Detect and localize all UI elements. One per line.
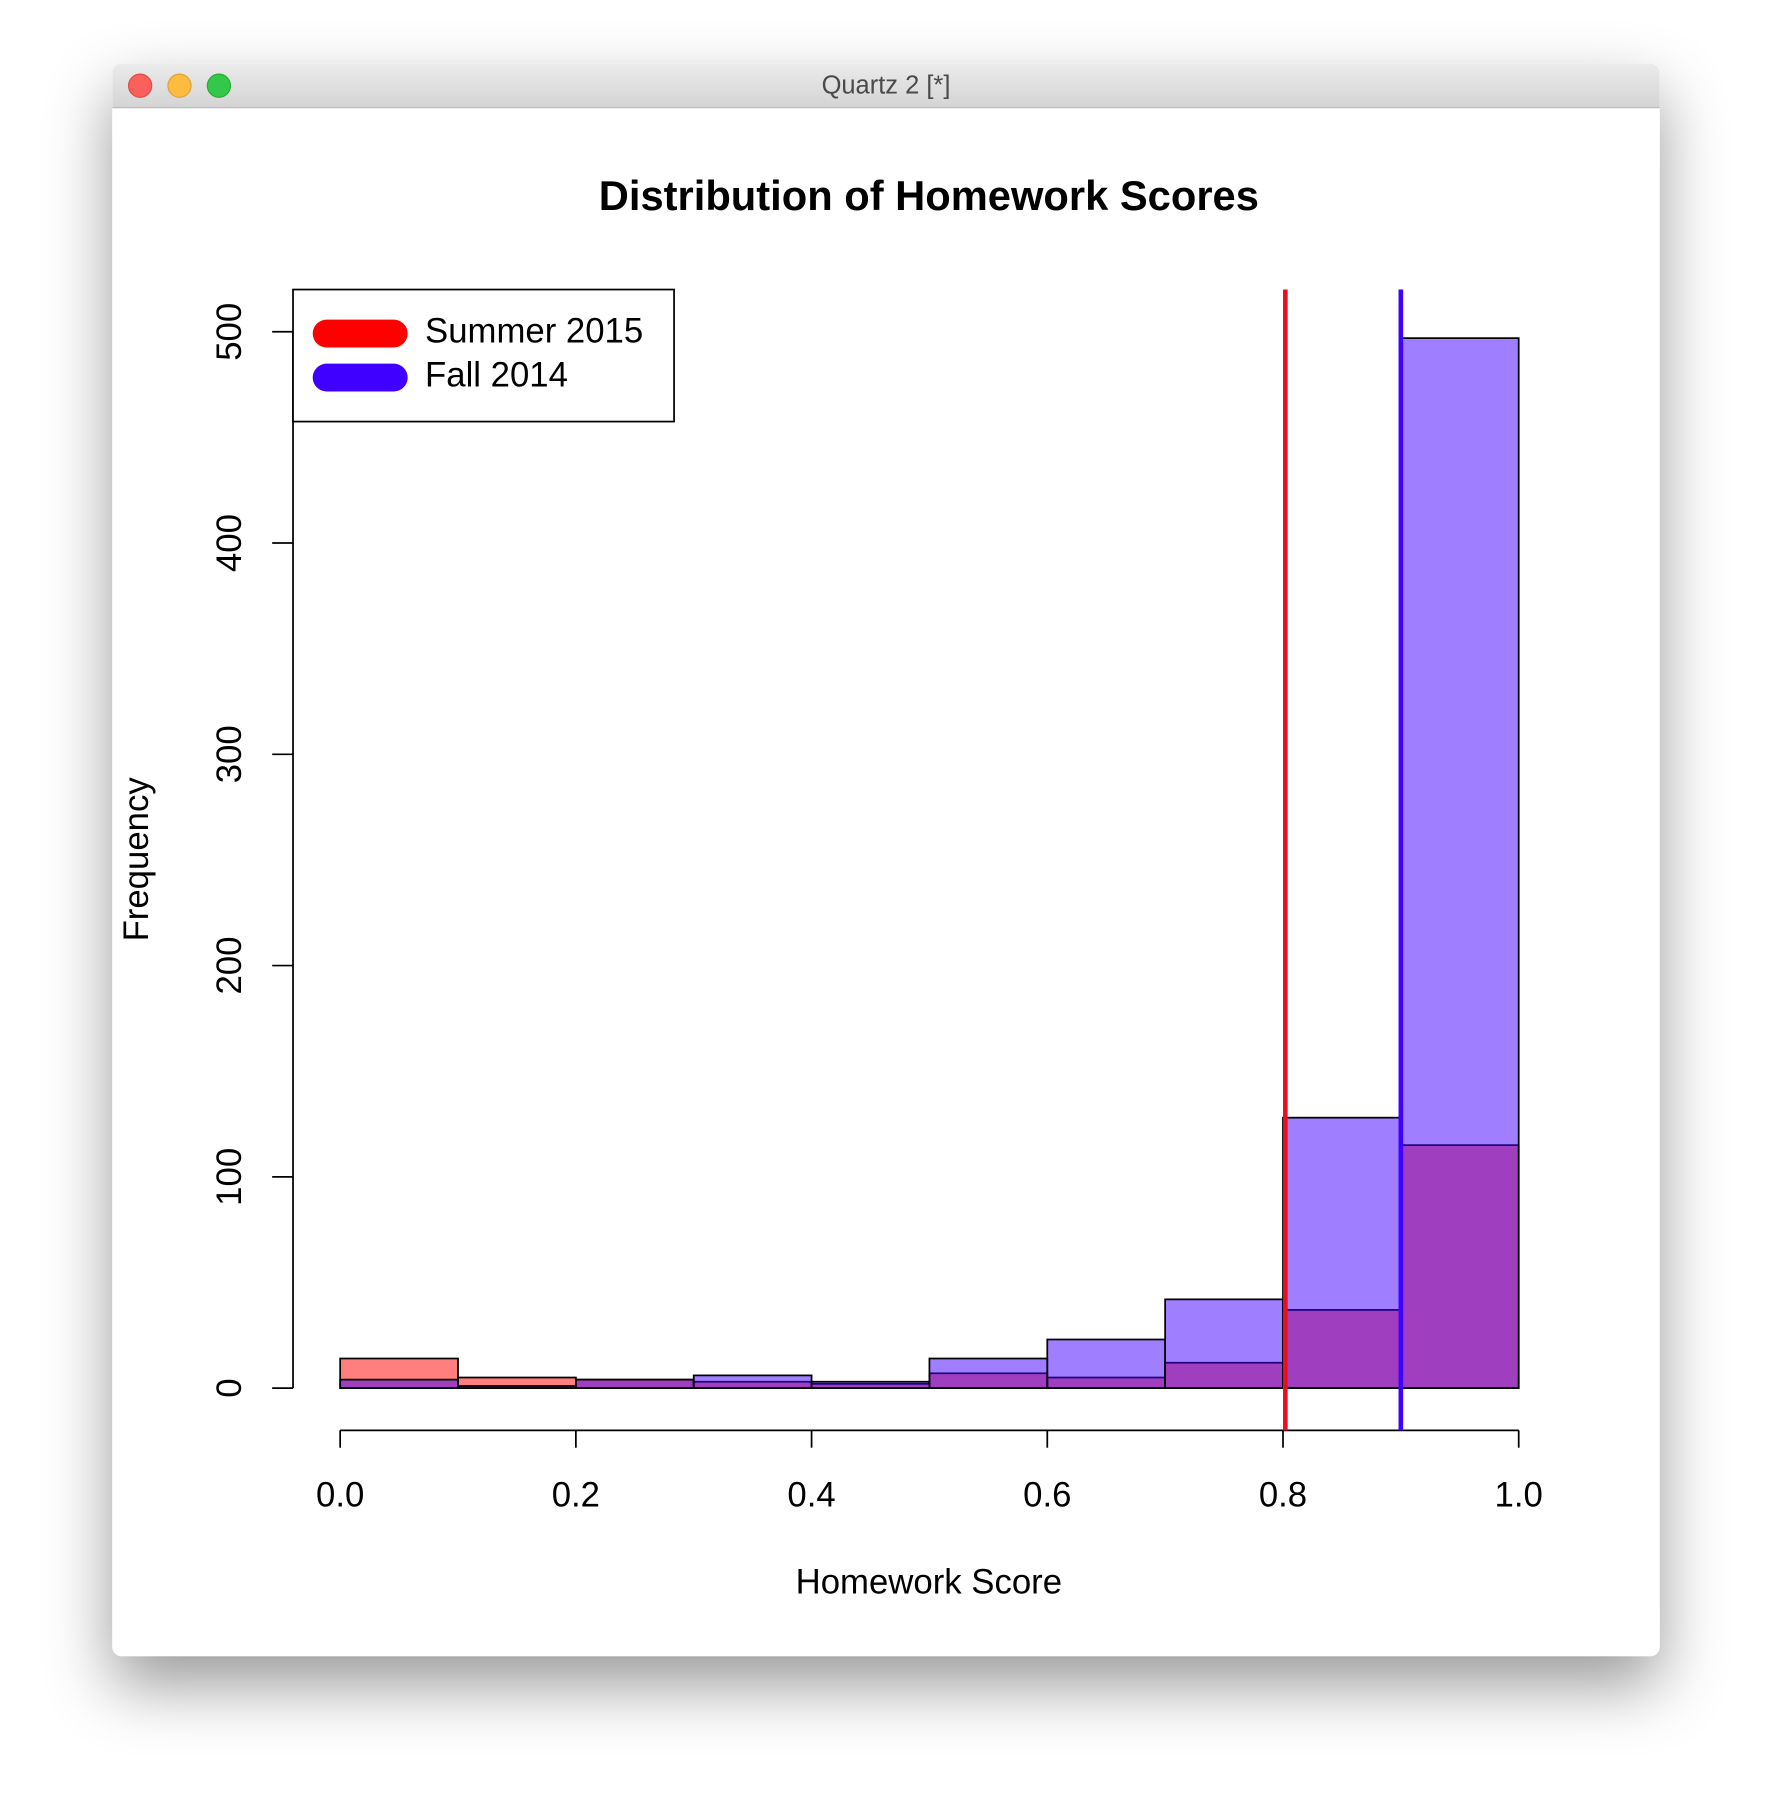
x-tick-label: 0.2	[552, 1477, 600, 1515]
title-bar	[112, 63, 1660, 108]
x-tick-label: 0.0	[316, 1477, 364, 1515]
close-button[interactable]	[127, 73, 153, 98]
histogram-bar	[810, 1380, 931, 1389]
chart-title: Distribution of Homework Scores	[599, 172, 1259, 219]
y-tick-label: 300	[211, 725, 249, 783]
histogram-bar	[928, 1357, 1049, 1389]
histogram-bar	[575, 1378, 695, 1389]
window: Quartz 2 [*]	[112, 63, 1660, 1657]
y-tick-label: 500	[211, 303, 249, 361]
window-frame	[112, 63, 1660, 1657]
legend-label: Summer 2015	[425, 313, 643, 351]
y-tick-label: 0	[211, 1378, 249, 1397]
zoom-button[interactable]	[206, 73, 232, 98]
x-tick-label: 0.6	[1023, 1477, 1071, 1515]
y-axis-label: Frequency	[118, 777, 156, 942]
minimize-button[interactable]	[167, 73, 192, 98]
x-tick-label: 0.4	[787, 1477, 835, 1515]
histogram-bar	[339, 1378, 459, 1389]
histogram-bar	[1282, 1116, 1402, 1389]
histogram-bar	[1164, 1298, 1284, 1389]
window-title: Quartz 2 [*]	[822, 72, 951, 100]
y-tick-label: 100	[211, 1148, 249, 1206]
y-tick-label: 400	[211, 514, 249, 572]
histogram-bar	[457, 1385, 577, 1389]
histogram-bar	[1399, 337, 1520, 1389]
histogram-bar	[1046, 1338, 1167, 1389]
legend-label: Fall 2014	[425, 357, 568, 395]
x-tick-label: 0.8	[1259, 1477, 1307, 1515]
legend-box	[292, 288, 675, 423]
chart: Distribution of Homework Scores Homework…	[118, 172, 1543, 1601]
x-axis-label: Homework Score	[796, 1564, 1062, 1602]
histogram-bar	[692, 1374, 813, 1389]
y-tick-label: 200	[211, 937, 249, 995]
x-tick-label: 1.0	[1495, 1477, 1543, 1515]
